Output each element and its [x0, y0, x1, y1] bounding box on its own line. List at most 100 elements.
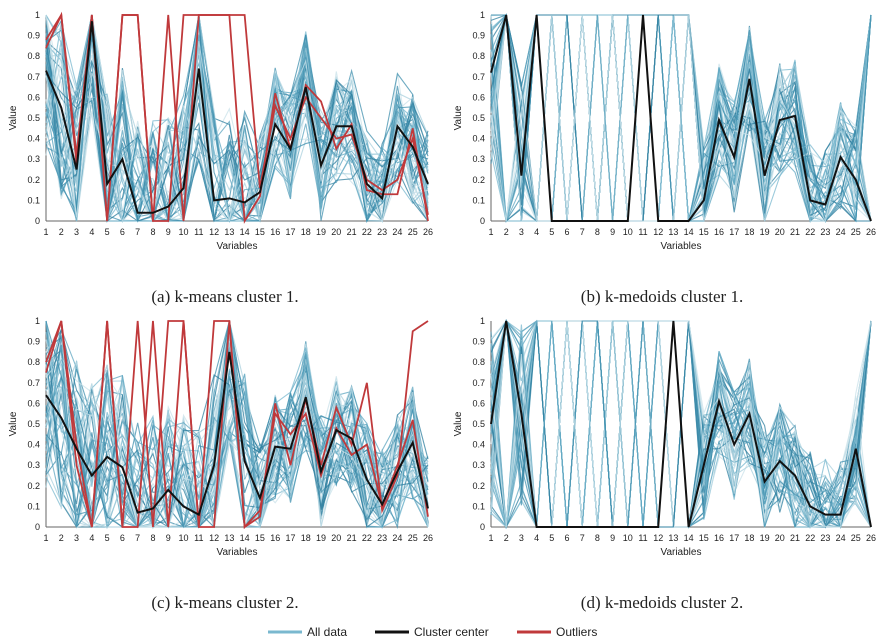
- x-tick-label: 5: [549, 533, 554, 543]
- all-data-line: [490, 320, 872, 528]
- x-tick-label: 8: [595, 227, 600, 237]
- cluster-center-line: [45, 351, 429, 517]
- x-tick-label: 16: [714, 227, 724, 237]
- x-tick-label: 3: [519, 227, 524, 237]
- x-tick-label: 2: [59, 533, 64, 543]
- x-tick-label: 13: [668, 227, 678, 237]
- x-tick-label: 12: [653, 533, 663, 543]
- x-tick-label: 4: [534, 533, 539, 543]
- x-tick-label: 14: [240, 533, 250, 543]
- y-axis-title: Value: [453, 411, 464, 436]
- y-tick-label: 0.7: [27, 72, 40, 82]
- x-tick-label: 23: [820, 227, 830, 237]
- x-tick-label: 2: [504, 533, 509, 543]
- x-tick-label: 19: [760, 227, 770, 237]
- y-tick-label: 0.9: [27, 31, 40, 41]
- x-tick-label: 12: [209, 227, 219, 237]
- x-tick-label: 9: [166, 533, 171, 543]
- x-tick-label: 25: [851, 533, 861, 543]
- x-tick-label: 13: [224, 227, 234, 237]
- x-tick-label: 11: [638, 227, 647, 237]
- panel-a-kmeans-cluster-1: 00.10.20.30.40.50.60.70.80.911 2 3 4 5 6 7 8 9 10…: [8, 10, 433, 252]
- all-data-line: [45, 14, 429, 222]
- x-tick-label: 16: [270, 227, 280, 237]
- y-tick-label: 0.1: [27, 501, 40, 511]
- x-tick-label: 7: [580, 533, 585, 543]
- x-tick-label: 21: [790, 227, 800, 237]
- x-tick-label: 15: [255, 227, 265, 237]
- cluster-center-line: [490, 14, 872, 222]
- x-tick-label: 13: [668, 533, 678, 543]
- x-tick-label: 18: [301, 227, 311, 237]
- y-tick-label: 0.4: [27, 134, 40, 144]
- x-tick-label: 10: [623, 533, 633, 543]
- x-tick-label: 25: [851, 227, 861, 237]
- x-tick-label: 9: [610, 227, 615, 237]
- x-tick-label: 8: [150, 227, 155, 237]
- legend-label-all-data: All data: [307, 625, 347, 639]
- y-tick-label: 0.5: [472, 419, 485, 429]
- x-tick-label: 24: [392, 227, 402, 237]
- y-tick-label: 0.6: [27, 398, 40, 408]
- y-tick-label: 0.1: [472, 195, 485, 205]
- x-tick-label: 9: [166, 227, 171, 237]
- x-tick-label: 20: [331, 533, 341, 543]
- x-tick-label: 21: [347, 533, 357, 543]
- y-axis-title: Value: [453, 105, 464, 130]
- x-tick-label: 7: [135, 533, 140, 543]
- x-tick-label: 20: [775, 227, 785, 237]
- y-tick-label: 0.7: [472, 378, 485, 388]
- x-tick-label: 10: [623, 227, 633, 237]
- x-tick-label: 24: [392, 533, 402, 543]
- y-tick-label: 0.4: [27, 440, 40, 450]
- x-tick-label: 4: [89, 533, 94, 543]
- legend-label-cluster-center: Cluster center: [414, 625, 489, 639]
- y-tick-label: 0.7: [27, 378, 40, 388]
- y-tick-label: 0.2: [27, 481, 40, 491]
- x-tick-label: 6: [120, 227, 125, 237]
- y-tick-label: 0: [35, 522, 40, 532]
- x-tick-label: 15: [699, 227, 709, 237]
- x-tick-label: 19: [316, 227, 326, 237]
- x-tick-label: 5: [549, 227, 554, 237]
- x-tick-label: 18: [301, 533, 311, 543]
- x-axis-title: Variables: [661, 241, 702, 252]
- y-tick-label: 0.9: [472, 337, 485, 347]
- x-tick-label: 19: [760, 533, 770, 543]
- x-tick-label: 3: [74, 227, 79, 237]
- x-tick-label: 17: [285, 227, 295, 237]
- x-tick-label: 22: [362, 533, 372, 543]
- y-tick-label: 0: [35, 216, 40, 226]
- x-tick-label: 8: [150, 533, 155, 543]
- y-tick-label: 0.4: [472, 440, 485, 450]
- x-tick-label: 8: [595, 533, 600, 543]
- x-tick-label: 21: [347, 227, 357, 237]
- y-tick-label: 0.3: [472, 154, 485, 164]
- x-tick-label: 4: [89, 227, 94, 237]
- x-tick-label: 1: [488, 227, 493, 237]
- x-tick-label: 23: [820, 533, 830, 543]
- y-tick-label: 0.3: [472, 460, 485, 470]
- x-tick-label: 12: [209, 533, 219, 543]
- y-tick-label: 0.2: [27, 175, 40, 185]
- x-tick-label: 1: [43, 533, 48, 543]
- x-tick-label: 18: [744, 227, 754, 237]
- x-tick-label: 26: [423, 227, 433, 237]
- y-tick-label: 0.5: [27, 113, 40, 123]
- y-tick-label: 0.6: [27, 92, 40, 102]
- all-data-line: [490, 14, 872, 223]
- x-tick-label: 13: [224, 533, 234, 543]
- all-data-line: [45, 14, 429, 222]
- x-tick-label: 11: [638, 533, 647, 543]
- y-tick-label: 0.9: [27, 337, 40, 347]
- x-axis-title: Variables: [217, 241, 258, 252]
- y-tick-label: 0.1: [472, 501, 485, 511]
- x-tick-label: 10: [179, 227, 189, 237]
- cluster-center-line: [45, 21, 429, 214]
- y-tick-label: 0: [480, 216, 485, 226]
- y-axis-title: Value: [8, 411, 19, 436]
- y-tick-label: 1: [480, 316, 485, 326]
- x-tick-label: 25: [408, 533, 418, 543]
- x-tick-label: 19: [316, 533, 326, 543]
